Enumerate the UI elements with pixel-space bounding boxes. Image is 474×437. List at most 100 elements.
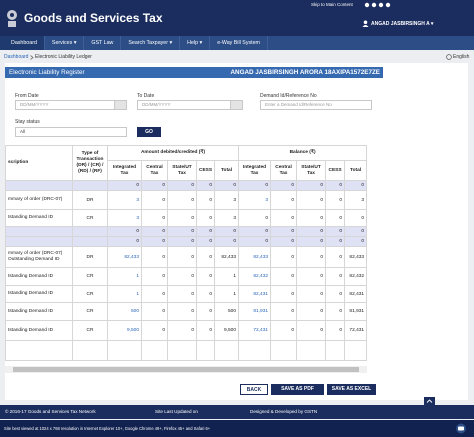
stay-select[interactable]: All <box>15 127 127 137</box>
amount-link[interactable]: 82,433 <box>238 246 272 268</box>
subheader-cell: State/UT Tax <box>296 160 327 181</box>
amount-cell: 0 <box>167 246 197 268</box>
amount-cell: 0 <box>141 246 168 268</box>
breadcrumb-current: Electronic Liability Ledger <box>35 54 92 60</box>
empty-cell <box>344 340 367 361</box>
amount-link[interactable]: 1 <box>107 285 142 303</box>
to-input[interactable]: DD/MM/YYYY <box>137 100 243 110</box>
amount-cell: 0 <box>141 236 168 247</box>
description-cell: mmary of order (DRC-07) Outstanding Dema… <box>5 246 73 268</box>
header-cell: Balance (₹) <box>238 145 367 161</box>
amount-link[interactable]: 3 <box>107 209 142 227</box>
amount-link[interactable]: 3 <box>107 190 142 210</box>
amount-cell: 0 <box>196 302 215 321</box>
amount-link[interactable]: 82,432 <box>238 267 272 286</box>
description-cell <box>5 226 73 237</box>
table-row: mmary of order (DRC-07) DR 3 0 0 0 3 3 0 0 0 3 <box>5 190 367 210</box>
amount-link[interactable]: 9,500 <box>107 320 142 341</box>
amount-cell: 0 <box>270 226 298 237</box>
amount-cell: 0 <box>344 226 367 237</box>
nav-item[interactable]: e-Way Bill System <box>210 36 268 50</box>
amount-link[interactable]: 3 <box>238 190 272 210</box>
go-button[interactable]: GO <box>137 127 161 137</box>
amount-cell: 82,433 <box>344 246 367 268</box>
table-row: tstanding Demand ID CR 1 0 0 0 1 82,431 0 0 0 82,43… <box>5 285 367 303</box>
save-pdf-button[interactable]: SAVE AS PDF <box>271 384 324 395</box>
panel-title: Electronic Liability Register <box>9 69 85 76</box>
description-cell: tstanding Demand ID <box>5 320 73 341</box>
amount-cell: 0 <box>296 285 327 303</box>
amount-cell: 0 <box>141 320 168 341</box>
subheader-cell: Integrated Tax <box>238 160 272 181</box>
header-cell: Amount debited/credited (₹) <box>106 145 240 161</box>
amount-cell: 0 <box>196 226 215 237</box>
subheader-cell: Total <box>213 160 240 181</box>
amount-cell: 0 <box>270 320 298 341</box>
save-excel-button[interactable]: SAVE AS EXCEL <box>327 384 376 395</box>
subheader-cell: State/UT Tax <box>167 160 197 181</box>
amount-link[interactable]: 1 <box>107 267 142 286</box>
amount-link[interactable]: 81,931 <box>238 302 272 321</box>
amount-cell: 9,500 <box>213 320 240 341</box>
nav-item[interactable]: Help ▾ <box>180 36 211 50</box>
description-cell: tstanding Demand ID <box>5 267 73 286</box>
panel-title-bar <box>5 67 383 78</box>
type-cell <box>72 180 108 191</box>
type-cell <box>72 226 108 237</box>
amount-link[interactable]: 82,433 <box>107 246 142 268</box>
amount-cell: 0 <box>296 190 327 210</box>
stay-label: Stay status <box>15 119 40 125</box>
description-cell: tstanding Demand ID <box>5 285 73 303</box>
table-row <box>5 340 367 361</box>
breadcrumb-home[interactable]: Dashboard <box>4 54 29 60</box>
nav-item[interactable]: Dashboard <box>0 36 45 50</box>
last-updated: Site Last Updated on <box>155 409 198 414</box>
amount-cell: 0 <box>270 285 298 303</box>
amount-cell: 3 <box>213 209 240 227</box>
skip-link[interactable]: Skip to Main Content <box>311 2 353 7</box>
language[interactable]: English <box>453 54 470 60</box>
amount-cell: 81,931 <box>344 302 367 321</box>
amount-link[interactable]: 72,431 <box>238 320 272 341</box>
type-cell: CR <box>72 285 108 303</box>
amount-cell: 0 <box>167 302 197 321</box>
description-cell: tstanding Demand ID <box>5 302 73 321</box>
calendar-button[interactable] <box>230 101 242 109</box>
to-placeholder: DD/MM/YYYY <box>142 102 171 107</box>
empty-cell <box>72 340 108 361</box>
amount-cell: 0 <box>296 302 327 321</box>
globe-icon <box>446 54 452 60</box>
empty-cell <box>107 340 142 361</box>
scroll-top-button[interactable] <box>424 397 435 405</box>
empty-cell <box>270 340 298 361</box>
type-cell: CR <box>72 320 108 341</box>
demand-input[interactable]: Enter a Demand Id/Reference No <box>260 100 372 110</box>
chat-icon[interactable] <box>455 423 467 434</box>
amount-cell: 0 <box>141 209 168 227</box>
scroll-thumb[interactable] <box>13 367 359 372</box>
back-button[interactable]: BACK <box>240 384 268 395</box>
table-body: scription Type of Transaction (DR) / (CR)… <box>5 145 367 361</box>
amount-link[interactable]: 500 <box>107 302 142 321</box>
empty-cell <box>141 340 168 361</box>
footer-strip <box>0 420 474 437</box>
header-row: scription Type of Transaction (DR) / (CR)… <box>5 145 367 181</box>
user-icon <box>362 20 369 27</box>
nav-item[interactable]: Search Taxpayer ▾ <box>121 36 181 50</box>
user-menu[interactable]: ANGAD JASBIRSINGH A ▾ <box>371 21 434 27</box>
amount-cell: 0 <box>196 285 215 303</box>
amount-cell: 0 <box>107 236 142 247</box>
scrollbar[interactable] <box>5 366 367 373</box>
amount-cell: 3 <box>344 190 367 210</box>
amount-cell: 0 <box>270 267 298 286</box>
from-input[interactable]: DD/MM/YYYY <box>15 100 127 110</box>
calendar-button[interactable] <box>114 101 126 109</box>
nav-item[interactable]: GST Law <box>84 36 122 50</box>
amount-cell: 0 <box>325 180 346 191</box>
nav-item[interactable]: Services ▾ <box>45 36 85 50</box>
amount-cell: 0 <box>238 180 272 191</box>
amount-link[interactable]: 82,431 <box>238 285 272 303</box>
empty-cell <box>296 340 327 361</box>
